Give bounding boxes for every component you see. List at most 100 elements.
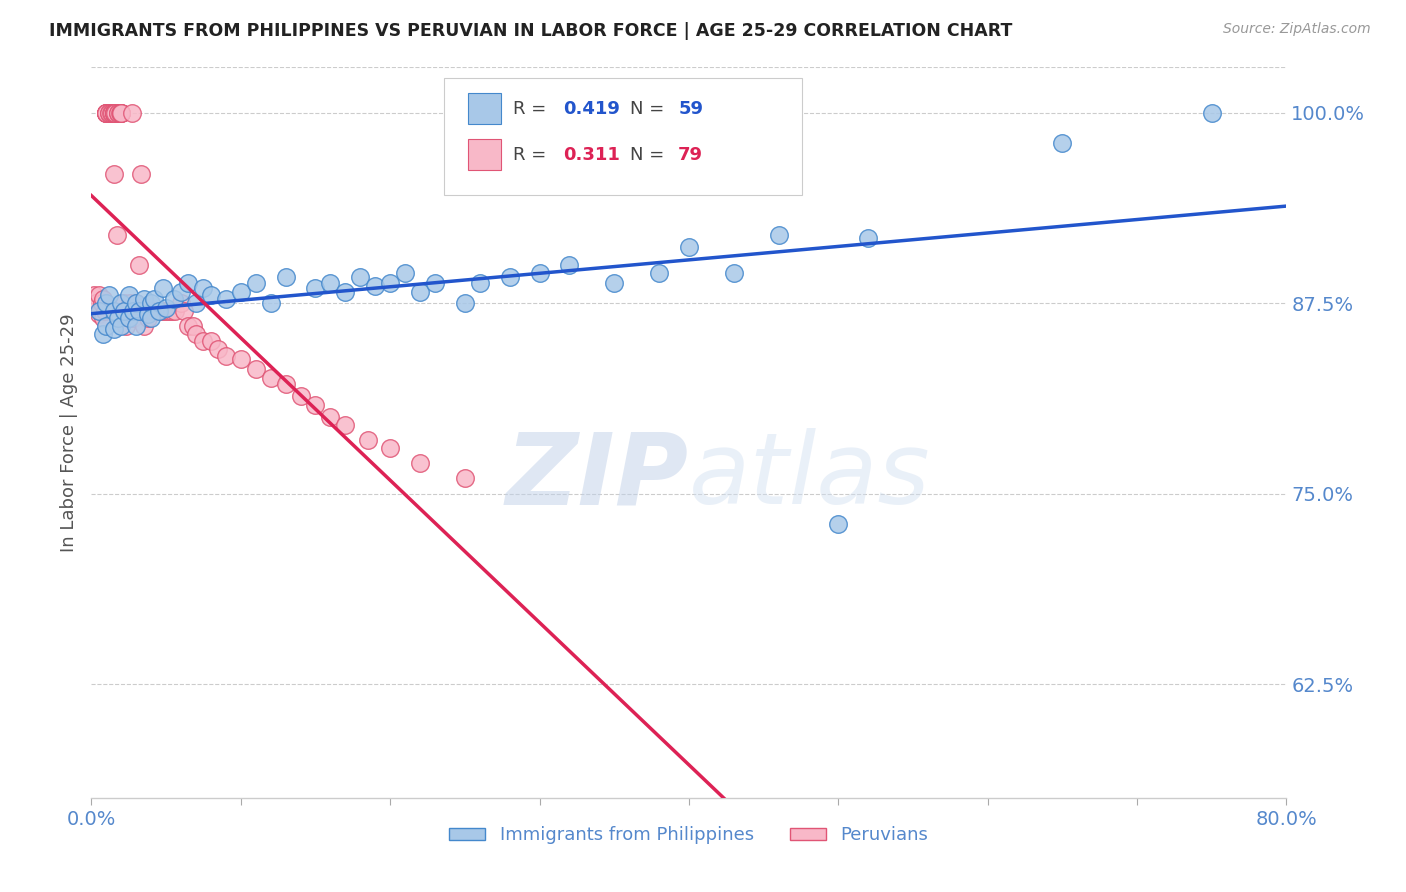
Point (152, 281, 174, 295)
Point (409, 285, 432, 300)
Point (108, 105, 131, 120)
Point (143, 303, 166, 318)
Point (357, 434, 380, 448)
Point (98, 288, 121, 302)
Point (155, 301, 177, 315)
Point (193, 281, 215, 295)
Point (274, 270, 297, 285)
Text: 0.311: 0.311 (564, 145, 620, 163)
Point (96, 105, 118, 120)
Point (259, 371, 281, 385)
Point (184, 296, 207, 310)
Point (118, 311, 141, 326)
Point (181, 318, 204, 333)
Text: IMMIGRANTS FROM PHILIPPINES VS PERUVIAN IN LABOR FORCE | AGE 25-29 CORRELATION C: IMMIGRANTS FROM PHILIPPINES VS PERUVIAN … (49, 22, 1012, 40)
Point (96, 105, 118, 120)
Text: ZIP: ZIP (506, 428, 689, 525)
Point (125, 296, 148, 310)
FancyBboxPatch shape (444, 78, 803, 195)
Point (96, 105, 118, 120)
Point (118, 288, 141, 302)
Text: R =: R = (513, 100, 553, 118)
Point (394, 266, 416, 280)
Point (304, 398, 326, 412)
Point (319, 410, 342, 425)
Point (96, 105, 118, 120)
Point (603, 277, 626, 291)
Point (274, 376, 297, 391)
Point (558, 258, 581, 272)
Point (142, 303, 165, 318)
Point (335, 285, 357, 300)
Point (105, 227, 128, 242)
Point (87, 303, 110, 318)
Point (110, 105, 132, 120)
Point (423, 277, 446, 291)
Point (827, 517, 849, 532)
Point (229, 352, 252, 367)
Point (98, 105, 121, 120)
Point (125, 303, 148, 318)
Text: atlas: atlas (689, 428, 931, 525)
Y-axis label: In Labor Force | Age 25-29: In Labor Force | Age 25-29 (59, 313, 77, 552)
Point (134, 303, 156, 318)
Point (84, 296, 107, 310)
Text: Source: ZipAtlas.com: Source: ZipAtlas.com (1223, 22, 1371, 37)
Point (115, 303, 138, 318)
Point (364, 279, 387, 293)
Point (125, 296, 148, 310)
Point (103, 303, 125, 318)
Point (499, 270, 522, 285)
Point (157, 303, 180, 318)
Point (380, 277, 402, 291)
Point (128, 303, 150, 318)
Point (96, 105, 118, 120)
Point (768, 227, 790, 242)
Point (858, 230, 880, 244)
Point (184, 326, 207, 341)
Point (678, 240, 700, 254)
Point (349, 270, 371, 285)
Point (103, 167, 125, 181)
Text: R =: R = (513, 145, 553, 163)
FancyBboxPatch shape (468, 94, 502, 124)
Point (259, 296, 281, 310)
Point (170, 296, 193, 310)
Point (107, 105, 129, 120)
Point (141, 303, 163, 318)
Text: 59: 59 (678, 100, 703, 118)
Point (93, 311, 115, 326)
Point (112, 296, 135, 310)
Point (380, 441, 402, 455)
Point (96, 105, 118, 120)
Point (110, 105, 132, 120)
Point (111, 303, 134, 318)
Point (170, 285, 193, 300)
Point (245, 277, 267, 291)
Point (200, 288, 222, 302)
Point (98, 105, 121, 120)
Point (87, 307, 110, 321)
Point (110, 296, 132, 310)
Point (96, 318, 118, 333)
Point (319, 277, 342, 291)
Point (89, 303, 111, 318)
Point (132, 318, 155, 333)
Point (96, 296, 118, 310)
Point (141, 296, 163, 310)
Point (122, 311, 145, 326)
Point (103, 105, 125, 120)
Point (94, 303, 117, 318)
Point (90, 296, 112, 310)
Point (103, 105, 125, 120)
Point (125, 318, 148, 333)
Text: N =: N = (630, 100, 671, 118)
Point (193, 334, 215, 349)
Point (304, 281, 326, 295)
Point (107, 105, 129, 120)
Point (290, 389, 312, 403)
Point (87, 288, 110, 302)
Point (110, 105, 132, 120)
Point (114, 318, 136, 333)
Point (101, 105, 124, 120)
